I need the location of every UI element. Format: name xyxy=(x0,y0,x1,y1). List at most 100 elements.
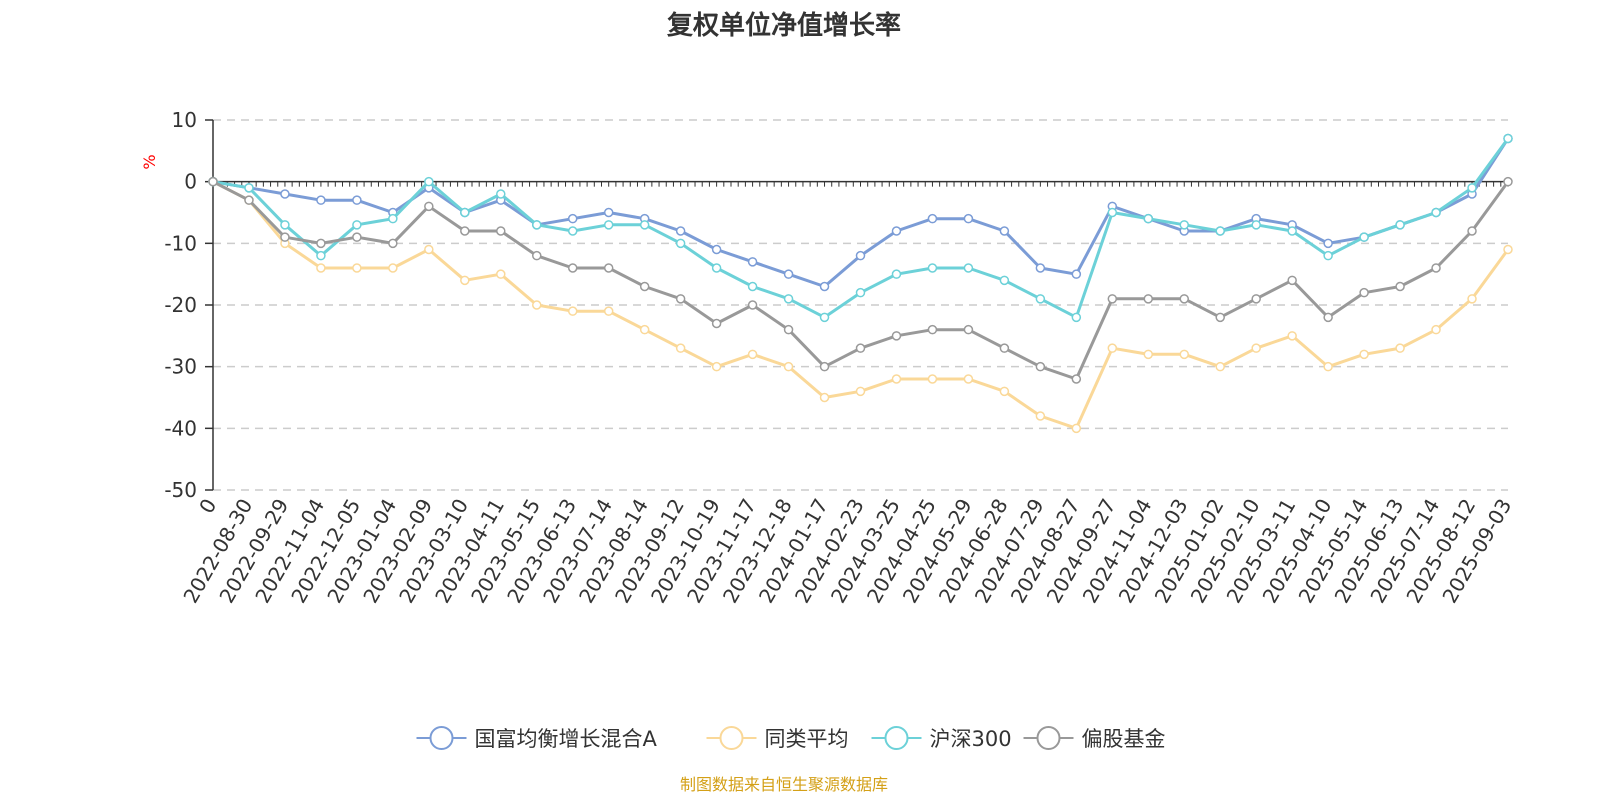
series-point xyxy=(1071,312,1082,323)
y-axis-unit-label: % xyxy=(140,154,159,169)
series-point xyxy=(711,263,722,273)
series-point xyxy=(603,306,614,316)
series-point xyxy=(567,213,578,224)
series-point xyxy=(783,294,794,304)
y-tick-label: 0 xyxy=(184,170,197,194)
y-tick-label: -10 xyxy=(164,231,197,255)
series-point xyxy=(891,331,902,341)
series-point xyxy=(639,324,650,335)
legend-marker xyxy=(719,726,744,750)
series-point xyxy=(711,361,722,372)
series-point xyxy=(316,263,326,273)
series-point xyxy=(1395,220,1405,230)
series-point xyxy=(639,281,650,292)
series-point xyxy=(388,263,398,273)
series-point xyxy=(1395,343,1405,353)
legend-item[interactable]: 沪深300 xyxy=(871,726,1012,751)
series-point xyxy=(1467,226,1477,236)
legend-item[interactable]: 同类平均 xyxy=(706,726,849,751)
legend-label: 偏股基金 xyxy=(1082,727,1166,751)
series-line xyxy=(212,137,1510,288)
source-note: 制图数据来自恒生聚源数据库 xyxy=(680,775,888,794)
series-point xyxy=(783,361,794,372)
series-point xyxy=(1431,263,1441,273)
legend-label: 国富均衡增长混合A xyxy=(475,727,658,751)
series-point xyxy=(1035,411,1046,421)
series-point xyxy=(388,238,398,249)
series-point xyxy=(567,263,578,273)
series-point xyxy=(1359,349,1369,360)
series-point xyxy=(352,195,362,205)
series-point xyxy=(1323,312,1333,323)
series-point xyxy=(1287,226,1297,236)
series-point xyxy=(352,220,362,230)
series-point xyxy=(747,257,758,267)
series-point xyxy=(1251,220,1261,230)
series-point xyxy=(1287,275,1297,286)
series-point xyxy=(819,281,830,292)
series-point xyxy=(819,361,830,372)
series-point xyxy=(999,275,1010,286)
series-point xyxy=(244,195,254,205)
series-point xyxy=(1071,423,1082,434)
series-point xyxy=(855,343,866,353)
series-point xyxy=(1035,361,1046,372)
legend-marker xyxy=(429,726,454,750)
series-point xyxy=(1215,361,1225,372)
series-point xyxy=(1215,312,1225,323)
legend-item[interactable]: 国富均衡增长混合A xyxy=(416,726,658,751)
series-point xyxy=(783,324,794,335)
grid-lines xyxy=(213,119,1508,491)
series-point xyxy=(891,269,902,279)
y-tick-label: -50 xyxy=(164,478,197,502)
series-point xyxy=(1323,238,1333,249)
series-point xyxy=(675,294,686,304)
series-point xyxy=(1143,294,1154,304)
series-lines xyxy=(208,133,1513,434)
series-point xyxy=(927,374,938,384)
series-point xyxy=(424,176,434,187)
series-point xyxy=(208,176,218,187)
series-point xyxy=(603,220,614,230)
series-point xyxy=(999,386,1010,397)
series-point xyxy=(316,250,326,261)
series-point xyxy=(280,189,290,199)
series-point xyxy=(280,232,290,242)
series-group xyxy=(208,133,1513,292)
series-point xyxy=(1467,183,1477,193)
y-tick-label: 10 xyxy=(172,108,197,132)
series-point xyxy=(927,263,938,273)
series-point xyxy=(532,250,542,261)
series-point xyxy=(855,386,866,397)
series-group xyxy=(208,176,1513,384)
chart-title: 复权单位净值增长率 xyxy=(667,10,901,41)
series-point xyxy=(891,374,902,384)
series-point xyxy=(567,306,578,316)
series-point xyxy=(1143,213,1154,224)
series-point xyxy=(352,232,362,242)
series-point xyxy=(460,275,470,286)
legend-marker xyxy=(1036,726,1061,750)
series-point xyxy=(1107,343,1118,353)
series-point xyxy=(963,263,974,273)
series-point xyxy=(603,263,614,273)
series-point xyxy=(424,244,434,255)
series-point xyxy=(639,220,650,230)
series-point xyxy=(532,300,542,310)
series-point xyxy=(747,349,758,360)
legend[interactable]: 国富均衡增长混合A 同类平均 沪深300 偏股基金 xyxy=(416,726,1166,751)
series-point xyxy=(1179,349,1189,360)
legend-item[interactable]: 偏股基金 xyxy=(1023,726,1166,751)
series-point xyxy=(1251,294,1261,304)
series-point xyxy=(963,374,974,384)
series-point xyxy=(496,269,506,279)
legend-marker xyxy=(884,726,909,750)
legend-label: 沪深300 xyxy=(930,727,1012,751)
x-tick-label: 0 xyxy=(194,495,221,518)
series-point xyxy=(496,226,506,236)
series-point xyxy=(1287,331,1297,341)
series-point xyxy=(352,263,362,273)
series-point xyxy=(855,250,866,261)
series-point xyxy=(1359,287,1369,298)
